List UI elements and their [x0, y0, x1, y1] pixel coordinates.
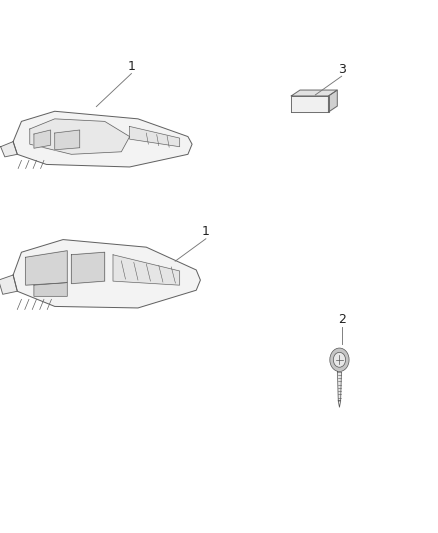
- Polygon shape: [34, 130, 50, 148]
- Circle shape: [330, 348, 349, 372]
- Polygon shape: [30, 119, 130, 155]
- Polygon shape: [338, 401, 341, 407]
- Polygon shape: [55, 130, 80, 150]
- Polygon shape: [71, 252, 105, 284]
- Polygon shape: [291, 90, 337, 96]
- Polygon shape: [13, 240, 201, 308]
- Polygon shape: [0, 275, 18, 294]
- Polygon shape: [328, 90, 337, 112]
- Polygon shape: [34, 282, 67, 296]
- Polygon shape: [13, 111, 192, 167]
- Polygon shape: [113, 255, 180, 285]
- Text: 1: 1: [202, 225, 210, 238]
- Text: 2: 2: [338, 313, 346, 326]
- Polygon shape: [25, 251, 67, 285]
- Polygon shape: [1, 142, 18, 157]
- Polygon shape: [338, 372, 342, 401]
- Text: 1: 1: [127, 60, 135, 73]
- Polygon shape: [291, 96, 328, 112]
- Circle shape: [333, 352, 346, 367]
- Text: 3: 3: [338, 63, 346, 76]
- Polygon shape: [130, 126, 180, 147]
